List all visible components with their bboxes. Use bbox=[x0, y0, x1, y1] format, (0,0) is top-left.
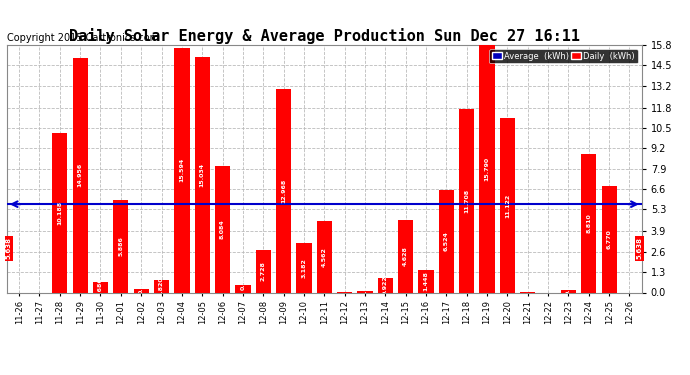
Text: 10.188: 10.188 bbox=[57, 201, 62, 225]
Bar bbox=[52, 133, 68, 292]
Bar bbox=[215, 166, 230, 292]
Bar bbox=[561, 290, 576, 292]
Text: 5.638: 5.638 bbox=[6, 237, 12, 260]
Text: 1.448: 1.448 bbox=[424, 271, 428, 291]
Text: 15.034: 15.034 bbox=[199, 163, 205, 187]
Bar bbox=[357, 291, 373, 292]
Text: 12.968: 12.968 bbox=[281, 179, 286, 203]
Legend: Average  (kWh), Daily  (kWh): Average (kWh), Daily (kWh) bbox=[489, 49, 638, 63]
Text: 0.234: 0.234 bbox=[139, 274, 144, 294]
Bar bbox=[459, 109, 474, 292]
Text: 2.728: 2.728 bbox=[261, 261, 266, 281]
Text: 0.082: 0.082 bbox=[362, 277, 368, 296]
Bar bbox=[154, 280, 169, 292]
Text: 11.708: 11.708 bbox=[464, 189, 469, 213]
Text: 3.182: 3.182 bbox=[302, 258, 306, 278]
Text: 4.562: 4.562 bbox=[322, 247, 327, 267]
Title: Daily Solar Energy & Average Production Sun Dec 27 16:11: Daily Solar Energy & Average Production … bbox=[69, 28, 580, 44]
Text: 0.470: 0.470 bbox=[240, 271, 246, 290]
Text: 8.810: 8.810 bbox=[586, 214, 591, 233]
Bar bbox=[255, 250, 271, 292]
Text: 6.770: 6.770 bbox=[607, 230, 611, 249]
Text: 6.524: 6.524 bbox=[444, 231, 449, 251]
Bar bbox=[72, 58, 88, 292]
Bar bbox=[581, 154, 596, 292]
Text: 14.956: 14.956 bbox=[78, 163, 83, 188]
Bar bbox=[134, 289, 149, 292]
Text: 8.084: 8.084 bbox=[220, 219, 225, 239]
Text: 5.638: 5.638 bbox=[637, 237, 642, 260]
Bar bbox=[235, 285, 250, 292]
Bar bbox=[418, 270, 433, 292]
Text: 0.820: 0.820 bbox=[159, 276, 164, 296]
Bar bbox=[175, 48, 190, 292]
Bar bbox=[93, 282, 108, 292]
Text: Copyright 2015 Cartronics.com: Copyright 2015 Cartronics.com bbox=[7, 33, 159, 42]
Text: 0.686: 0.686 bbox=[98, 277, 103, 297]
Bar bbox=[500, 118, 515, 292]
Bar bbox=[398, 220, 413, 292]
Bar bbox=[276, 89, 291, 292]
Text: 15.594: 15.594 bbox=[179, 158, 184, 183]
Text: 15.790: 15.790 bbox=[484, 157, 490, 181]
Text: 5.886: 5.886 bbox=[119, 237, 124, 256]
Text: 0.186: 0.186 bbox=[566, 275, 571, 295]
Bar bbox=[113, 200, 128, 292]
Bar bbox=[195, 57, 210, 292]
Bar bbox=[480, 45, 495, 292]
Text: 0.048: 0.048 bbox=[342, 277, 347, 297]
Text: 11.122: 11.122 bbox=[505, 193, 510, 217]
Bar bbox=[602, 186, 617, 292]
Bar bbox=[296, 243, 312, 292]
Text: 0.044: 0.044 bbox=[525, 277, 530, 297]
Text: 4.628: 4.628 bbox=[403, 246, 408, 266]
Text: 0.922: 0.922 bbox=[383, 275, 388, 295]
Bar bbox=[377, 278, 393, 292]
Bar bbox=[439, 190, 454, 292]
Bar bbox=[317, 221, 332, 292]
